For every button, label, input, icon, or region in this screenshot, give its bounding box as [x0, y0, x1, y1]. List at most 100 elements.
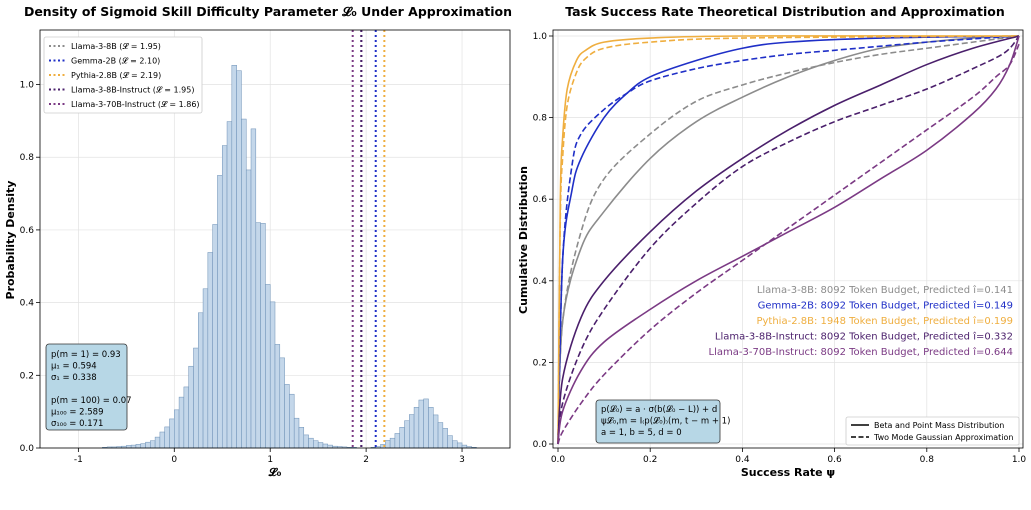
y-tick-label: 0.8 [533, 114, 548, 124]
cdf-lines [557, 35, 1020, 445]
histogram-bar [178, 396, 185, 449]
histogram-bar [423, 398, 429, 449]
x-tick-label: 0 [171, 455, 177, 465]
right-plot-frame [552, 29, 1024, 449]
histogram-bar [385, 440, 391, 449]
right-x-ticks: 0.0 0.2 0.4 0.6 0.8 1.0 [551, 448, 1027, 465]
histogram-bar [322, 443, 329, 449]
density-histogram-panel: Density of Sigmoid Skill Difficulty Para… [4, 4, 512, 479]
x-tick-label: 3 [459, 455, 465, 465]
cdf-dashed-line [557, 43, 1020, 445]
legend-entry: Llama-3-70B-Instruct (𝓛 = 1.86) [71, 99, 200, 109]
histogram-bar [389, 437, 396, 449]
left-plot-frame [39, 29, 511, 449]
left-y-axis-label: Probability Density [4, 181, 17, 300]
y-tick-label: 1.0 [533, 32, 548, 42]
histogram-bar [217, 175, 223, 449]
histogram-bar [164, 426, 170, 449]
y-tick-label: 0.6 [20, 226, 35, 236]
x-tick-label: 0.6 [827, 455, 842, 465]
histogram-bar [269, 301, 276, 449]
formula-line: ψ𝓛₀,m = I₍p(𝓛₀)₎(m, t − m + 1) [601, 416, 730, 427]
model-annotation: Gemma-2B: 8092 Token Budget, Predicted î… [758, 300, 1013, 312]
histogram-bar [442, 428, 448, 449]
legend-entry: Llama-3-8B (𝓛 = 1.95) [71, 41, 161, 51]
y-tick-label: 0.4 [533, 277, 548, 287]
histogram-bar [461, 444, 468, 449]
stats-line: p(m = 1) = 0.93 [51, 350, 121, 360]
histogram-bar [293, 417, 300, 449]
x-tick-label: 0.0 [551, 455, 566, 465]
histogram-bar [169, 418, 175, 449]
histogram-bar [409, 414, 415, 449]
y-tick-label: 0.6 [533, 195, 548, 205]
histogram-bar [317, 442, 324, 449]
histogram-bar [298, 427, 305, 449]
histogram-bar [418, 399, 424, 449]
histogram-bar [279, 357, 285, 449]
formula-line: a = 1, b = 5, d = 0 [601, 428, 682, 438]
x-tick-label: 1 [267, 455, 273, 465]
cdf-solid-line [557, 35, 1020, 445]
left-legend: Llama-3-8B (𝓛 = 1.95) Gemma-2B (𝓛 = 2.10)… [43, 36, 203, 114]
histogram-bar [303, 434, 309, 449]
histogram-bar [308, 437, 314, 449]
histogram-bar [226, 121, 233, 449]
histogram-bar [245, 169, 252, 449]
histogram-bar [255, 222, 261, 449]
stats-line: μ₁ = 0.594 [51, 362, 97, 372]
right-legend-box [845, 416, 1020, 446]
y-tick-label: 0.0 [20, 444, 35, 454]
x-tick-label: -1 [74, 455, 83, 465]
stats-box-background [45, 343, 128, 431]
cdf-dashed-line [557, 35, 1020, 445]
histogram-bar [289, 393, 295, 449]
histogram-bar [130, 444, 137, 449]
x-tick-label: 0.2 [643, 455, 657, 465]
y-tick-label: 0.0 [533, 440, 548, 450]
histogram-bar [433, 414, 439, 449]
right-y-ticks: 0.0 0.2 0.4 0.6 0.8 1.0 [533, 32, 553, 450]
cdf-solid-line [557, 35, 1020, 445]
histogram-bar [198, 312, 204, 449]
stats-line: σ₁ = 0.338 [51, 373, 97, 383]
histogram-bar [250, 128, 257, 449]
histogram-bar [193, 347, 199, 449]
stats-line: μ₁₀₀ = 2.589 [51, 408, 104, 418]
legend-entry: Pythia-2.8B (𝓛 = 2.19) [71, 70, 161, 80]
histogram-bar [413, 407, 420, 449]
left-x-ticks: -1 0 1 2 3 [74, 448, 465, 465]
left-x-axis-label: 𝓛₀ [268, 466, 282, 479]
histogram-bar [452, 440, 458, 449]
histogram-bar [174, 409, 180, 449]
histogram-bar [212, 224, 218, 449]
histogram-bar [284, 384, 290, 449]
y-tick-label: 0.8 [20, 153, 35, 163]
histogram-bar [154, 436, 161, 449]
model-annotation: Pythia-2.8B: 1948 Token Budget, Predicte… [756, 315, 1013, 327]
model-annotations: Llama-3-8B: 8092 Token Budget, Predicted… [709, 284, 1013, 358]
left-chart-title: Density of Sigmoid Skill Difficulty Para… [24, 4, 512, 19]
histogram-bar [202, 288, 209, 449]
x-tick-label: 1.0 [1012, 455, 1027, 465]
x-tick-label: 0.4 [735, 455, 750, 465]
histogram-bar [140, 443, 146, 449]
cdf-dashed-line [557, 35, 1020, 445]
histogram-bar [404, 420, 410, 449]
histogram-bar [274, 344, 281, 449]
y-tick-label: 0.2 [20, 371, 34, 381]
left-legend-box [43, 36, 203, 114]
histogram-bars [102, 65, 477, 449]
formula-line: p(𝓛₀) = a · σ(b(𝓛₀ − L)) + d [601, 404, 717, 415]
stats-line: p(m = 100) = 0.07 [51, 396, 132, 406]
x-tick-label: 2 [363, 455, 369, 465]
model-threshold-lines [351, 30, 386, 448]
left-y-ticks: 0.0 0.2 0.4 0.6 0.8 1.0 [20, 81, 40, 454]
histogram-bar [188, 365, 194, 449]
legend-entry: Beta and Point Mass Distribution [874, 421, 1004, 430]
histogram-bar [221, 145, 228, 449]
legend-entry: Llama-3-8B-Instruct (𝓛 = 1.95) [71, 85, 194, 95]
cdf-dashed-line [557, 35, 1020, 445]
